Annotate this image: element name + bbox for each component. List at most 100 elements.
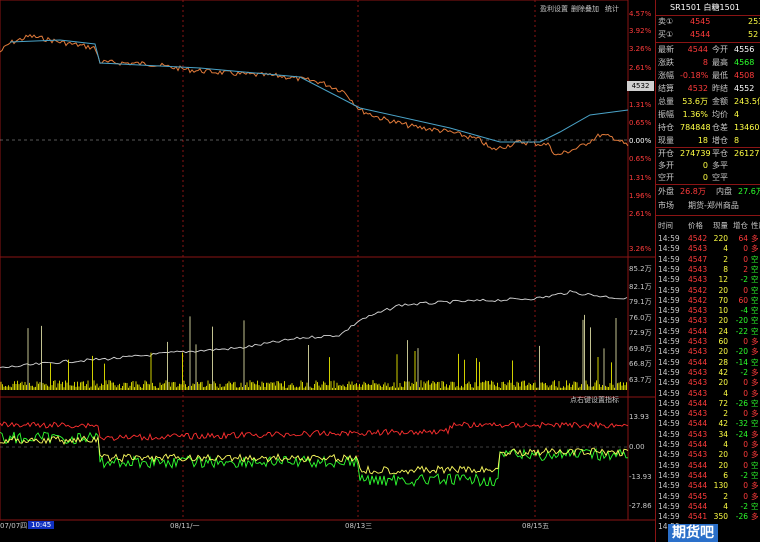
tick-price: 4542 bbox=[688, 234, 708, 243]
tick-row[interactable]: 14:59 4543 42 -2 多 bbox=[658, 367, 760, 379]
watermark-logo: 期货吧 bbox=[668, 524, 718, 542]
tick-row[interactable]: 14:59 4545 2 0 多 bbox=[658, 491, 760, 503]
tick-row[interactable]: 14:59 4544 4 0 多 bbox=[658, 439, 760, 451]
buy1-row[interactable]: 买① 4544 52 bbox=[658, 29, 758, 41]
tick-row[interactable]: 14:59 4542 220 64 多 bbox=[658, 233, 760, 245]
delete-overlay-link[interactable]: 删除叠加 bbox=[571, 5, 599, 13]
tick-row[interactable]: 14:59 4543 20 -20 空 bbox=[658, 315, 760, 327]
tick-time: 14:59 bbox=[658, 264, 680, 274]
tick-volume: 20 bbox=[718, 450, 728, 460]
tick-row[interactable]: 14:59 4543 60 0 多 bbox=[658, 336, 760, 348]
tick-volume: 4 bbox=[723, 501, 728, 511]
tick-price: 4543 bbox=[688, 275, 708, 285]
quote-label: 现量 bbox=[658, 136, 674, 145]
outer-label: 外盘 bbox=[658, 187, 674, 196]
tick-volume: 4 bbox=[723, 440, 728, 449]
tick-oi-change: 64 bbox=[738, 234, 748, 243]
quote-label: 增仓 bbox=[712, 136, 728, 145]
tick-row[interactable]: 14:59 4543 4 0 多 bbox=[658, 243, 760, 255]
tick-row[interactable]: 14:59 4541 350 -26 多 bbox=[658, 511, 760, 523]
tick-nature: 空 bbox=[751, 460, 759, 470]
stats-link[interactable]: 统计 bbox=[605, 5, 619, 13]
volume-tick: 63.7万 bbox=[629, 376, 652, 384]
tick-row[interactable]: 14:59 4543 20 0 多 bbox=[658, 377, 760, 389]
tick-time: 14:59 bbox=[658, 357, 680, 367]
chart-area[interactable]: 盈利设置 删除叠加 统计 4.57% 3.92% 3.26% 2.61% 1.3… bbox=[0, 0, 655, 542]
tick-row[interactable]: 14:59 4543 8 2 空 bbox=[658, 264, 760, 276]
quote-value: 243.5亿 bbox=[734, 97, 760, 106]
tick-price: 4545 bbox=[688, 491, 708, 501]
tick-row[interactable]: 14:59 4544 6 -2 空 bbox=[658, 470, 760, 482]
quote-value: 4508 bbox=[734, 71, 755, 80]
tick-nature: 多 bbox=[751, 388, 759, 398]
date-label: 07/07四 bbox=[0, 522, 28, 530]
sell1-price: 4545 bbox=[690, 17, 711, 26]
quote-row: 涨幅 -0.18% 最低 4508 bbox=[658, 70, 754, 82]
tick-time: 14:59 bbox=[658, 295, 680, 305]
quote-label: 开仓 bbox=[658, 149, 674, 158]
quote-label: 最高 bbox=[712, 58, 728, 67]
tick-oi-change: -26 bbox=[735, 398, 748, 408]
tick-time: 14:59 bbox=[658, 491, 680, 501]
tick-row[interactable]: 14:59 4544 4 -2 空 bbox=[658, 501, 760, 513]
tick-volume: 28 bbox=[718, 357, 728, 367]
tick-row[interactable]: 14:59 4544 24 -22 空 bbox=[658, 326, 760, 338]
tick-row[interactable]: 14:59 4543 12 -2 空 bbox=[658, 274, 760, 286]
quote-value: 4568 bbox=[734, 58, 755, 67]
indicator-red-line bbox=[0, 421, 629, 442]
tick-volume: 10 bbox=[718, 306, 728, 316]
tick-price: 4543 bbox=[688, 429, 708, 439]
pct-tick: 2.61% bbox=[629, 64, 652, 72]
tick-time: 14:59 bbox=[658, 254, 680, 264]
tick-row[interactable]: 14:59 4543 2 0 多 bbox=[658, 408, 760, 420]
indicator-settings-hint[interactable]: 点右键设置指标 bbox=[570, 396, 619, 404]
tick-nature: 多 bbox=[751, 440, 759, 449]
open-interest-line bbox=[0, 289, 628, 368]
tick-price: 4544 bbox=[688, 357, 708, 367]
tick-row[interactable]: 14:59 4543 34 -24 多 bbox=[658, 429, 760, 441]
tick-volume: 4 bbox=[723, 388, 728, 398]
indicator-green-line bbox=[0, 431, 628, 488]
tick-row[interactable]: 14:59 4544 28 -14 空 bbox=[658, 357, 760, 369]
tick-oi-change: 0 bbox=[743, 388, 748, 398]
tick-row[interactable]: 14:59 4544 42 -32 空 bbox=[658, 418, 760, 430]
tick-price: 4544 bbox=[688, 440, 708, 449]
quote-label: 多开 bbox=[658, 161, 674, 170]
tick-nature: 空 bbox=[751, 316, 759, 326]
tick-oi-change: -20 bbox=[735, 316, 748, 326]
tick-oi-change: 0 bbox=[743, 460, 748, 470]
tick-volume: 4 bbox=[723, 244, 728, 254]
tick-row[interactable]: 14:59 4542 70 60 空 bbox=[658, 295, 760, 307]
tick-nature: 多 bbox=[751, 234, 759, 243]
tick-oi-change: 0 bbox=[743, 378, 748, 388]
tick-row[interactable]: 14:59 4543 20 0 多 bbox=[658, 449, 760, 461]
tick-row[interactable]: 14:59 4547 2 0 空 bbox=[658, 254, 760, 266]
tick-price: 4542 bbox=[688, 285, 708, 295]
tick-row[interactable]: 14:59 4544 20 0 空 bbox=[658, 460, 760, 472]
tick-row[interactable]: 14:59 4543 10 -4 空 bbox=[658, 305, 760, 317]
tick-oi-change: 0 bbox=[743, 285, 748, 295]
tick-price: 4543 bbox=[688, 306, 708, 316]
quote-panel: SR1501 白糖1501 卖① 4545 253 买① 4544 52 最新 4… bbox=[655, 0, 760, 542]
outer-value: 26.8万 bbox=[680, 187, 706, 196]
indicator-tick: -27.86 bbox=[629, 502, 652, 510]
tick-oi-change: -14 bbox=[735, 357, 748, 367]
quote-label: 昨结 bbox=[712, 84, 728, 93]
price-line bbox=[0, 33, 629, 156]
tick-row[interactable]: 14:59 4542 20 0 空 bbox=[658, 285, 760, 297]
tick-row[interactable]: 14:59 4544 130 0 多 bbox=[658, 480, 760, 492]
pct-tick: 2.61% bbox=[629, 210, 652, 218]
tick-oi-change: 60 bbox=[738, 295, 748, 305]
buy1-volume: 52 bbox=[748, 30, 759, 39]
intraday-chart[interactable] bbox=[0, 0, 655, 542]
tick-volume: 20 bbox=[718, 347, 728, 357]
tick-row[interactable]: 14:59 4544 72 -26 空 bbox=[658, 398, 760, 410]
tick-row[interactable]: 14:59 4543 20 -20 多 bbox=[658, 346, 760, 358]
tick-volume: 70 bbox=[718, 295, 728, 305]
indicator-tick: 13.93 bbox=[629, 413, 650, 421]
tick-price: 4544 bbox=[688, 501, 708, 511]
profit-settings-link[interactable]: 盈利设置 bbox=[540, 5, 568, 13]
tick-row[interactable]: 14:59 4543 4 0 多 bbox=[658, 388, 760, 400]
volume-tick: 82.1万 bbox=[629, 283, 652, 291]
sell1-row[interactable]: 卖① 4545 253 bbox=[658, 16, 760, 28]
